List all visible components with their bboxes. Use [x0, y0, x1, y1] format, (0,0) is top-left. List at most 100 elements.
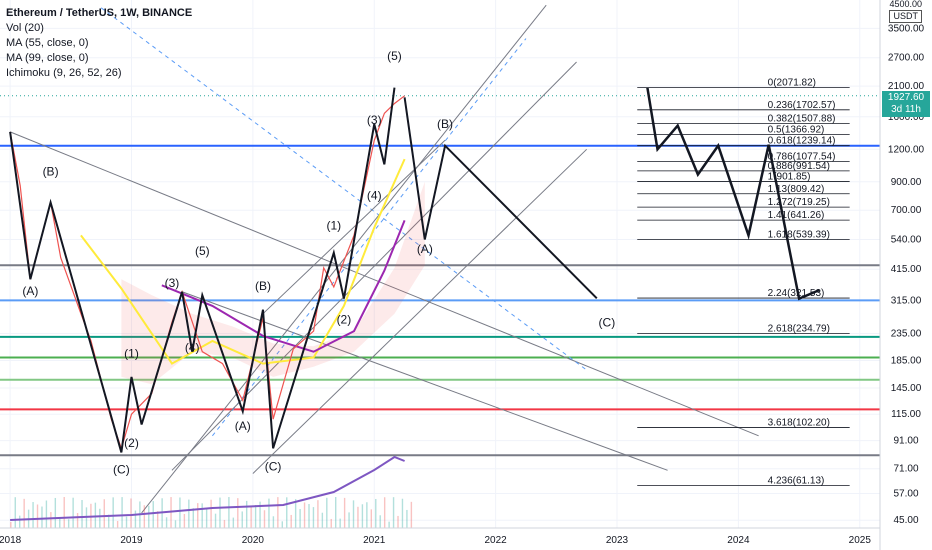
volume-bar [237, 498, 239, 528]
volume-bar [148, 505, 150, 528]
chart-grid [0, 0, 880, 528]
volume-bar [317, 500, 319, 528]
ma55-line [80, 158, 406, 365]
fib-level-label: 1.41(641.26) [768, 210, 825, 221]
volume-bar [366, 502, 368, 528]
volume-bar [210, 499, 212, 528]
price-tick-label: 115.00 [891, 409, 921, 420]
volume-bar [286, 497, 288, 528]
trend-line[interactable] [252, 148, 588, 474]
trend-line[interactable] [100, 7, 587, 371]
wave-projection[interactable] [403, 97, 598, 300]
volume-bar [183, 513, 186, 528]
fibonacci-levels[interactable]: 0(2071.82)0.236(1702.57)0.382(1507.88)0.… [637, 78, 850, 487]
indicator-volume[interactable]: Vol (20) [6, 22, 44, 34]
volume-bar [152, 501, 154, 528]
indicator-ma99[interactable]: MA (99, close, 0) [6, 52, 89, 64]
time-tick-label: 2021 [363, 535, 386, 546]
current-price-badge: 1927.60 3d 11h [882, 91, 930, 117]
trend-line[interactable] [181, 291, 668, 471]
volume-bar [201, 503, 203, 528]
indicator-ichimoku[interactable]: Ichimoku (9, 26, 52, 26) [6, 67, 122, 79]
price-tick-label: 235.00 [891, 328, 922, 339]
volume-bar [143, 505, 146, 528]
price-tick-label: 2100.00 [888, 81, 925, 92]
ma99-line [161, 219, 406, 353]
volume-bar [303, 502, 306, 528]
price-series [9, 95, 406, 451]
time-tick-label: 2019 [120, 535, 143, 546]
volume-bar [108, 514, 110, 528]
price-axis[interactable]: 3500.00 2700.00 2100.00 1600.00 1200.00 900.0… [879, 0, 925, 550]
wave-label: (3) [367, 113, 382, 127]
volume-bar [388, 521, 390, 528]
volume-bar [99, 508, 101, 528]
volume-bar [112, 497, 114, 528]
wave-label: (A) [417, 242, 433, 256]
volume-ma-line [10, 455, 405, 521]
wave-lines[interactable] [9, 87, 598, 453]
time-tick-label: 2018 [0, 535, 22, 546]
volume-bar [214, 513, 217, 528]
trend-line[interactable] [141, 4, 547, 514]
volume-bar [312, 507, 315, 528]
trend-line[interactable] [212, 38, 527, 437]
volume-bar [375, 498, 377, 528]
price-tick-label: 315.00 [891, 295, 922, 306]
volume-bar [290, 514, 292, 528]
price-tick-label: 91.00 [893, 436, 918, 447]
volume-bar [401, 498, 404, 528]
volume-bar [130, 498, 132, 528]
volume-bar [156, 511, 159, 528]
price-tick-label: 1600.00 [888, 112, 925, 123]
fib-path[interactable] [646, 87, 820, 301]
indicator-ma55[interactable]: MA (55, close, 0) [6, 37, 89, 49]
fib-level-label: 3.618(102.20) [768, 418, 830, 429]
wave-label: (5) [387, 49, 402, 63]
volume-bar [188, 499, 190, 528]
fib-level-label: 0.786(1077.54) [768, 151, 836, 162]
volume-bar [223, 519, 226, 528]
volume-bar [125, 516, 128, 528]
time-tick-label: 2023 [606, 535, 629, 546]
volume-bar [254, 504, 257, 528]
trend-channels[interactable] [9, 4, 759, 514]
current-price: 1927.60 [887, 92, 925, 103]
volume-bar [263, 510, 266, 528]
symbol-title[interactable]: Ethereum / TetherUS, 1W, BINANCE [6, 7, 193, 19]
volume-bar [23, 498, 25, 528]
volume-bar [361, 504, 364, 528]
wave-label: (3) [165, 276, 180, 290]
price-tick-label: 3500.00 [888, 23, 925, 34]
price-tick-label: 540.00 [891, 235, 922, 246]
volume-bar [50, 512, 52, 528]
price-tick-label: 2700.00 [888, 53, 925, 64]
wave-label: (B) [43, 165, 59, 179]
volume-bar [330, 518, 332, 528]
time-axis[interactable]: 2018 2019 2020 2021 2022 2023 2024 2025 [0, 527, 880, 546]
volume-bar [370, 509, 373, 528]
volume-bar [232, 517, 235, 528]
volume-bar [67, 519, 70, 528]
volume-bar [335, 497, 337, 528]
time-tick-label: 2020 [242, 535, 265, 546]
volume-bar [250, 506, 252, 528]
volume-bar [192, 508, 194, 528]
volume-bar [205, 507, 208, 528]
price-tick-label: 415.00 [891, 264, 922, 275]
wave-zigzag[interactable] [9, 87, 396, 453]
fib-level-label: 1.272(719.25) [768, 197, 830, 208]
volume-bar [308, 504, 310, 528]
trend-line[interactable] [9, 131, 759, 437]
time-tick-label: 2024 [727, 535, 750, 546]
volume-bar [281, 521, 283, 528]
wave-label: (5) [195, 244, 210, 258]
volume-bar [343, 497, 346, 528]
fib-level-label: 1(901.85) [768, 172, 811, 183]
volume-bar [45, 500, 48, 528]
volume-bar [259, 501, 261, 528]
volume-bar [54, 497, 57, 528]
currency-unit[interactable]: 4500.00 USDT [889, 0, 922, 23]
volume-bar [339, 518, 341, 528]
